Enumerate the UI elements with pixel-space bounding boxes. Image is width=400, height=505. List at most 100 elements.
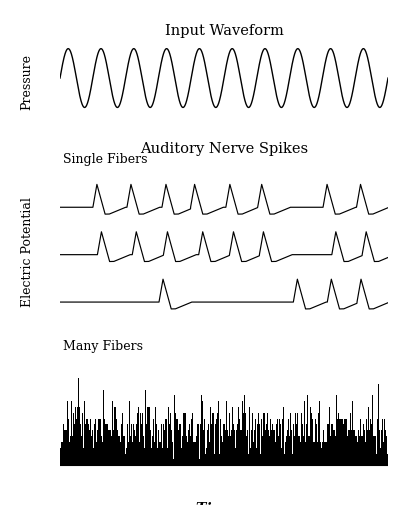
Bar	[293, 425, 294, 465]
Bar	[172, 442, 173, 465]
Bar	[246, 436, 247, 465]
Bar	[298, 436, 299, 465]
Bar	[181, 448, 182, 465]
Bar	[338, 413, 339, 465]
Bar	[382, 419, 383, 465]
Bar	[159, 442, 160, 465]
Bar	[123, 436, 124, 465]
Bar	[283, 407, 284, 465]
Bar	[227, 430, 228, 465]
Bar	[292, 453, 293, 465]
Text: Auditory Nerve Spikes: Auditory Nerve Spikes	[140, 141, 308, 155]
Bar	[371, 425, 372, 465]
Bar	[238, 407, 239, 465]
Bar	[153, 419, 154, 465]
Bar	[294, 436, 295, 465]
Bar	[197, 425, 198, 465]
Bar	[173, 442, 174, 465]
Bar	[180, 425, 181, 465]
Bar	[105, 425, 106, 465]
Bar	[354, 425, 355, 465]
Bar	[303, 436, 304, 465]
Bar	[232, 430, 233, 465]
Bar	[155, 407, 156, 465]
Bar	[318, 413, 319, 465]
Bar	[271, 430, 272, 465]
Bar	[360, 419, 361, 465]
Bar	[220, 419, 221, 465]
Bar	[132, 442, 133, 465]
Bar	[165, 419, 166, 465]
Bar	[113, 430, 114, 465]
Bar	[116, 419, 117, 465]
Bar	[268, 430, 269, 465]
Bar	[315, 419, 316, 465]
Bar	[260, 453, 261, 465]
Bar	[178, 430, 179, 465]
Bar	[352, 442, 353, 465]
Bar	[329, 407, 330, 465]
Bar	[157, 448, 158, 465]
Bar	[177, 407, 178, 465]
Bar	[129, 401, 130, 465]
Bar	[343, 425, 344, 465]
Bar	[279, 419, 280, 465]
Bar	[288, 419, 289, 465]
Bar	[372, 395, 373, 465]
Bar	[210, 407, 211, 465]
Bar	[344, 419, 345, 465]
Bar	[103, 390, 104, 465]
Bar	[255, 453, 256, 465]
Bar	[335, 436, 336, 465]
Bar	[175, 413, 176, 465]
Bar	[274, 390, 275, 465]
Bar	[378, 384, 379, 465]
Bar	[319, 401, 320, 465]
Bar	[204, 419, 205, 465]
Bar	[290, 413, 291, 465]
Bar	[320, 442, 321, 465]
Bar	[223, 425, 224, 465]
Bar	[107, 425, 108, 465]
Bar	[314, 453, 315, 465]
Bar	[109, 430, 110, 465]
Bar	[183, 413, 184, 465]
Bar	[86, 419, 87, 465]
Bar	[240, 430, 241, 465]
Bar	[370, 419, 371, 465]
Bar	[375, 436, 376, 465]
Bar	[77, 407, 78, 465]
Bar	[200, 425, 201, 465]
Bar	[169, 425, 170, 465]
Bar	[186, 436, 187, 465]
Bar	[376, 453, 377, 465]
Bar	[189, 425, 190, 465]
Bar	[374, 436, 375, 465]
Bar	[140, 413, 141, 465]
Bar	[135, 448, 136, 465]
Bar	[144, 448, 145, 465]
Bar	[345, 419, 346, 465]
Bar	[193, 442, 194, 465]
Bar	[142, 413, 143, 465]
Bar	[67, 401, 68, 465]
Bar	[235, 448, 236, 465]
Bar	[258, 413, 259, 465]
Bar	[217, 436, 218, 465]
Bar	[163, 425, 164, 465]
Bar	[358, 430, 359, 465]
Bar	[218, 401, 219, 465]
Bar	[174, 395, 175, 465]
Bar	[224, 425, 225, 465]
Bar	[234, 430, 235, 465]
Bar	[139, 442, 140, 465]
Bar	[201, 395, 202, 465]
Bar	[257, 448, 258, 465]
Bar	[226, 401, 227, 465]
Bar	[71, 401, 72, 465]
Bar	[62, 442, 63, 465]
Bar	[277, 419, 278, 465]
Bar	[187, 442, 188, 465]
Bar	[262, 436, 263, 465]
Bar	[162, 448, 163, 465]
